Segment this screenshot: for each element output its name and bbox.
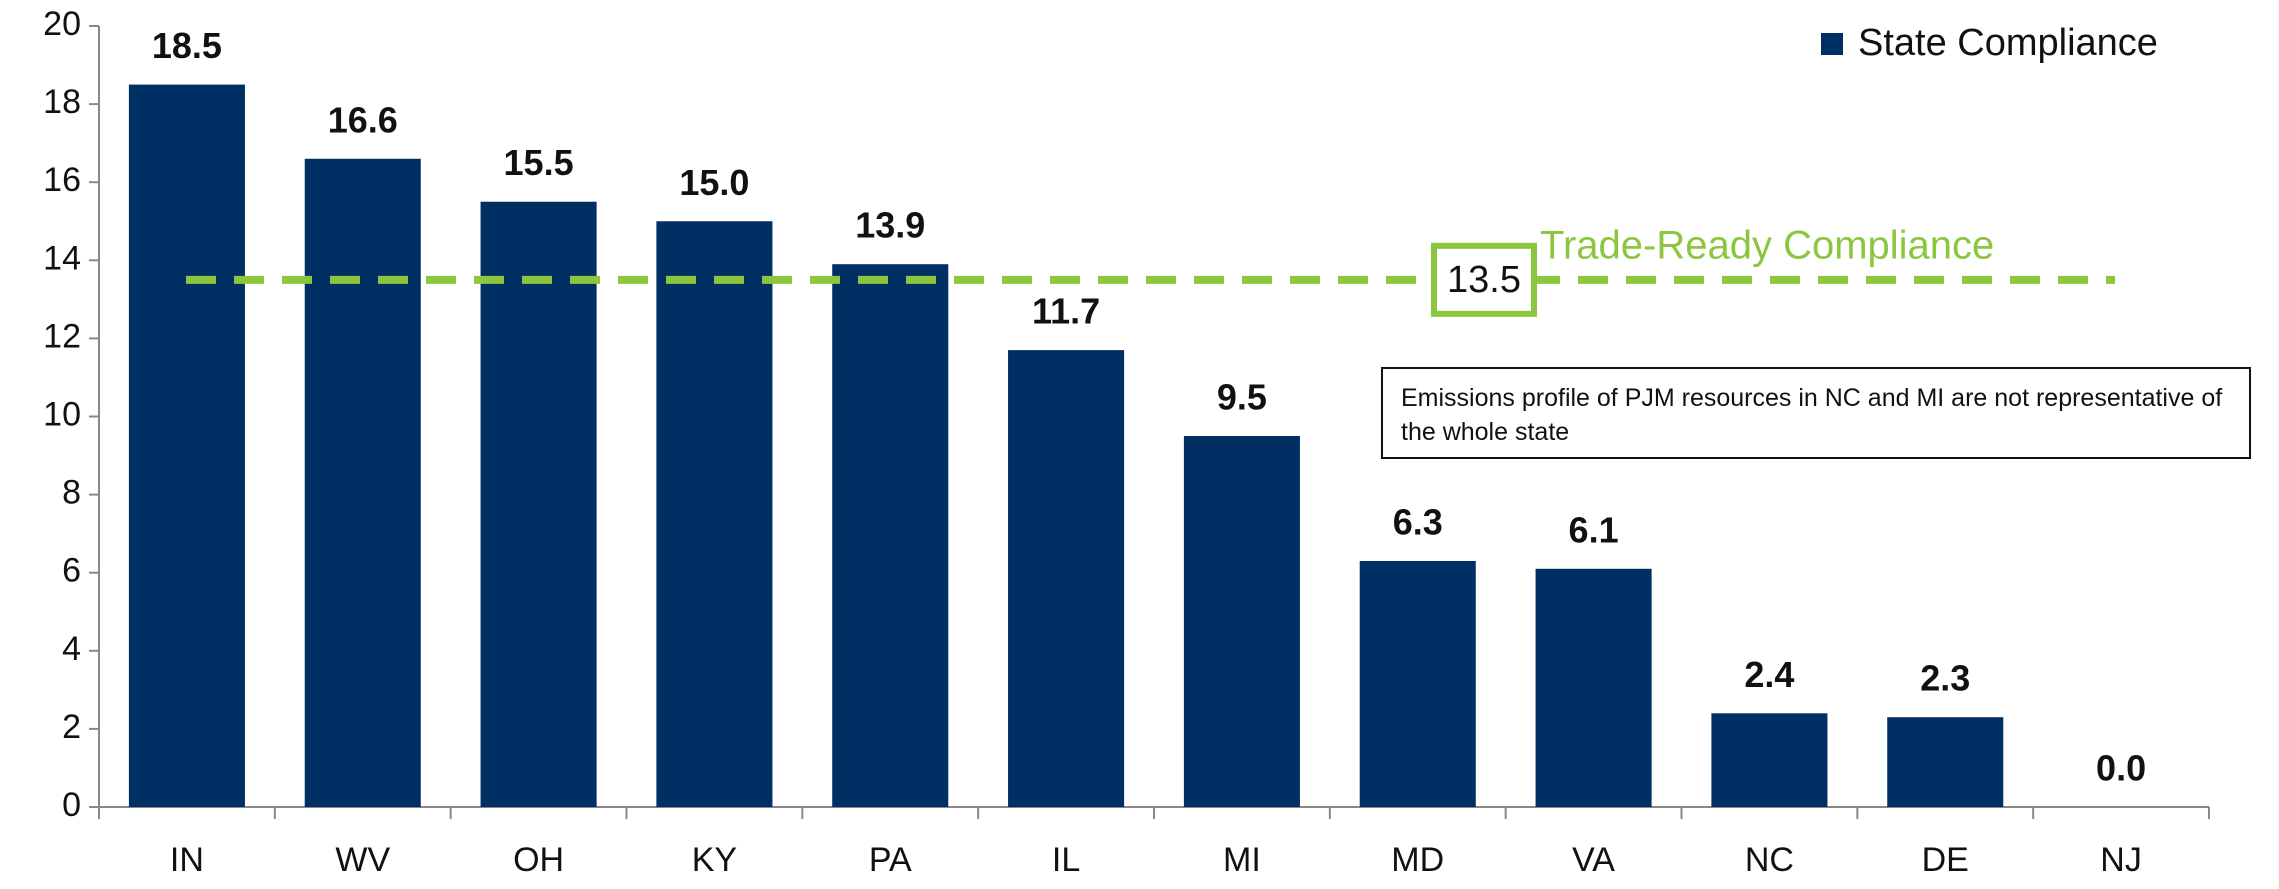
bar: [304, 158, 421, 807]
reference-box: [1431, 242, 1537, 317]
value-label: 6.1: [1569, 509, 1619, 550]
y-tick-label: 20: [43, 5, 81, 43]
bar: [480, 201, 597, 808]
x-tick-label: IN: [170, 841, 204, 879]
value-label: 6.3: [1393, 502, 1443, 543]
x-tick-label: VA: [1572, 841, 1615, 879]
x-tick-label: KY: [692, 841, 737, 879]
bar: [1535, 568, 1652, 807]
y-tick-label: 0: [62, 786, 81, 824]
bar: [832, 264, 949, 808]
value-label: 15.5: [504, 142, 574, 183]
y-tick-label: 10: [43, 395, 81, 433]
bar: [1359, 560, 1476, 807]
value-label: 11.7: [1032, 291, 1100, 332]
y-tick-label: 2: [62, 708, 81, 746]
y-tick-label: 6: [62, 552, 81, 590]
y-tick-label: 16: [43, 161, 81, 199]
y-tick-label: 4: [62, 630, 81, 668]
bar: [1711, 713, 1828, 807]
value-label: 2.4: [1744, 654, 1794, 695]
x-tick-label: NJ: [2100, 841, 2142, 879]
reference-value: 13.5: [1447, 259, 1521, 301]
y-tick-label: 8: [62, 474, 81, 512]
bar: [1887, 717, 2004, 807]
x-tick-label: PA: [869, 841, 912, 879]
value-label: 13.9: [855, 205, 925, 246]
bar: [1008, 350, 1125, 807]
value-label: 0.0: [2096, 748, 2146, 789]
value-label: 16.6: [328, 99, 398, 140]
value-label: 15.0: [679, 162, 749, 203]
annotation: Emissions profile of PJM resources in NC…: [1381, 367, 2251, 459]
x-tick-label: OH: [513, 841, 564, 879]
x-tick-label: WV: [335, 841, 390, 879]
bar: [128, 84, 245, 807]
value-label: 9.5: [1217, 377, 1267, 418]
x-tick-label: MI: [1223, 841, 1261, 879]
bar: [1183, 436, 1300, 807]
x-tick-label: IL: [1052, 841, 1080, 879]
y-tick-label: 14: [43, 239, 81, 277]
value-label: 2.3: [1920, 658, 1970, 699]
value-label: 18.5: [152, 25, 222, 66]
legend-swatch: [1821, 33, 1843, 55]
legend-label: State Compliance: [1858, 22, 2158, 64]
y-tick-label: 18: [43, 83, 81, 121]
x-tick-label: NC: [1745, 841, 1794, 879]
x-tick-label: DE: [1922, 841, 1969, 879]
bar: [656, 221, 773, 807]
reference-label: Trade-Ready Compliance: [1540, 223, 1994, 267]
x-tick-label: MD: [1391, 841, 1444, 879]
y-tick-label: 12: [43, 317, 81, 355]
